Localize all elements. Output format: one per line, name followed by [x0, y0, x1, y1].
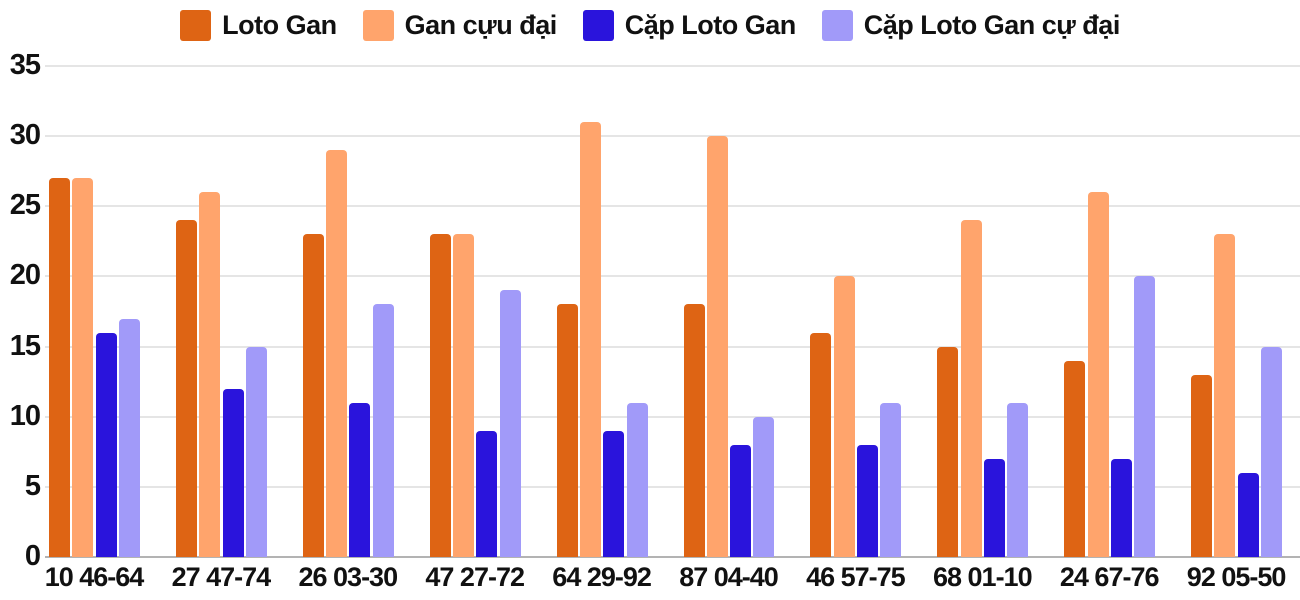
- bar-cặp-loto-gan-cự-đại-5: [626, 402, 648, 557]
- x-axis-category-label-8: 68 01-10: [933, 562, 1033, 592]
- x-axis-line: [45, 556, 1300, 558]
- bar-cặp-loto-gan-10: [1237, 472, 1259, 557]
- bar-cặp-loto-gan-cự-đại-1: [118, 318, 140, 557]
- bar-gan-cựu-đại-9: [1087, 192, 1109, 557]
- bar-gan-cựu-đại-7: [833, 276, 855, 557]
- legend-swatch-gan-cuu-dai: [362, 10, 394, 41]
- bar-loto-gan-3: [302, 234, 324, 557]
- bar-loto-gan-6: [683, 304, 705, 557]
- y-axis-tick-label-20: 20: [9, 259, 41, 292]
- x-axis-category-label-5: 64 29-92: [552, 562, 652, 592]
- bar-cặp-loto-gan-5: [603, 430, 625, 557]
- bar-cặp-loto-gan-8: [983, 458, 1005, 557]
- y-axis-tick-label-30: 30: [9, 119, 41, 152]
- x-axis-category-label-6: 87 04-40: [679, 562, 779, 592]
- legend-label-loto-gan: Loto Gan: [222, 10, 337, 40]
- legend-label-cap-loto-gan-cu-dai: Cặp Loto Gan cự đại: [863, 10, 1121, 40]
- gridline-5: [45, 485, 1300, 488]
- bar-cặp-loto-gan-cự-đại-4: [499, 290, 521, 557]
- x-axis-category-label-3: 26 03-30: [298, 562, 399, 592]
- gridline-20: [45, 275, 1300, 278]
- bar-loto-gan-8: [937, 346, 959, 557]
- legend-item-loto-gan[interactable]: Loto Gan: [180, 10, 337, 41]
- bar-loto-gan-2: [175, 220, 197, 557]
- bar-loto-gan-9: [1064, 360, 1086, 557]
- bar-loto-gan-7: [810, 332, 832, 557]
- bar-loto-gan-5: [556, 304, 578, 557]
- legend-swatch-loto-gan: [180, 10, 212, 41]
- legend-swatch-cap-loto-gan-cu-dai: [821, 10, 853, 41]
- bar-cặp-loto-gan-cự-đại-8: [1007, 402, 1029, 557]
- bar-cặp-loto-gan-cự-đại-7: [880, 402, 902, 557]
- gridline-10: [45, 415, 1300, 418]
- y-axis-tick-label-5: 5: [24, 469, 41, 502]
- bar-cặp-loto-gan-7: [857, 444, 878, 557]
- bar-cặp-loto-gan-6: [730, 444, 752, 557]
- y-axis-tick-label-0: 0: [24, 539, 41, 572]
- bar-gan-cựu-đại-5: [579, 122, 601, 557]
- bar-gan-cựu-đại-6: [706, 136, 728, 557]
- gridline-25: [45, 205, 1300, 208]
- legend-label-gan-cuu-dai: Gan cựu đại: [404, 10, 558, 40]
- legend-label-cap-loto-gan: Cặp Loto Gan: [624, 10, 797, 40]
- bar-loto-gan-10: [1191, 374, 1213, 557]
- bar-cặp-loto-gan-cự-đại-9: [1134, 276, 1156, 557]
- gridline-35: [45, 65, 1300, 67]
- x-axis-category-label-10: 92 05-50: [1186, 562, 1287, 592]
- y-axis-tick-label-15: 15: [9, 329, 41, 362]
- bar-gan-cựu-đại-1: [72, 178, 94, 557]
- legend-swatch-cap-loto-gan: [582, 10, 614, 41]
- bar-cặp-loto-gan-cự-đại-10: [1261, 346, 1282, 557]
- y-axis-tick-label-10: 10: [9, 399, 41, 432]
- bar-cặp-loto-gan-4: [476, 430, 498, 557]
- bar-cặp-loto-gan-3: [349, 402, 371, 557]
- bar-cặp-loto-gan-cự-đại-2: [245, 346, 267, 557]
- bar-cặp-loto-gan-9: [1110, 458, 1132, 557]
- gridline-15: [45, 345, 1300, 348]
- bar-gan-cựu-đại-3: [326, 150, 348, 557]
- x-axis-category-label-7: 46 57-75: [806, 562, 906, 592]
- bar-loto-gan-1: [49, 178, 70, 557]
- bar-gan-cựu-đại-8: [960, 220, 982, 557]
- bar-gan-cựu-đại-2: [199, 192, 221, 557]
- legend-item-cap-loto-gan[interactable]: Cặp Loto Gan: [582, 10, 797, 41]
- bar-cặp-loto-gan-2: [222, 388, 244, 557]
- bar-gan-cựu-đại-4: [453, 234, 474, 557]
- y-axis-tick-label-35: 35: [9, 48, 41, 81]
- legend-item-cap-loto-gan-cu-dai[interactable]: Cặp Loto Gan cự đại: [821, 10, 1121, 41]
- bar-gan-cựu-đại-10: [1214, 234, 1236, 557]
- x-axis-category-label-1: 10 46-64: [44, 562, 145, 592]
- y-axis-tick-label-25: 25: [9, 189, 41, 222]
- bar-cặp-loto-gan-1: [95, 332, 117, 557]
- x-axis-category-label-9: 24 67-76: [1059, 562, 1160, 592]
- bar-loto-gan-4: [429, 234, 451, 557]
- chart-legend: Loto Gan Gan cựu đại Cặp Loto Gan Cặp Lo…: [0, 10, 1300, 41]
- bar-cặp-loto-gan-cự-đại-6: [753, 416, 775, 557]
- x-axis-category-label-4: 47 27-72: [425, 562, 525, 592]
- gridline-30: [45, 135, 1300, 138]
- x-axis-category-label-2: 27 47-74: [171, 562, 272, 592]
- legend-item-gan-cuu-dai[interactable]: Gan cựu đại: [362, 10, 558, 41]
- bar-cặp-loto-gan-cự-đại-3: [372, 304, 394, 557]
